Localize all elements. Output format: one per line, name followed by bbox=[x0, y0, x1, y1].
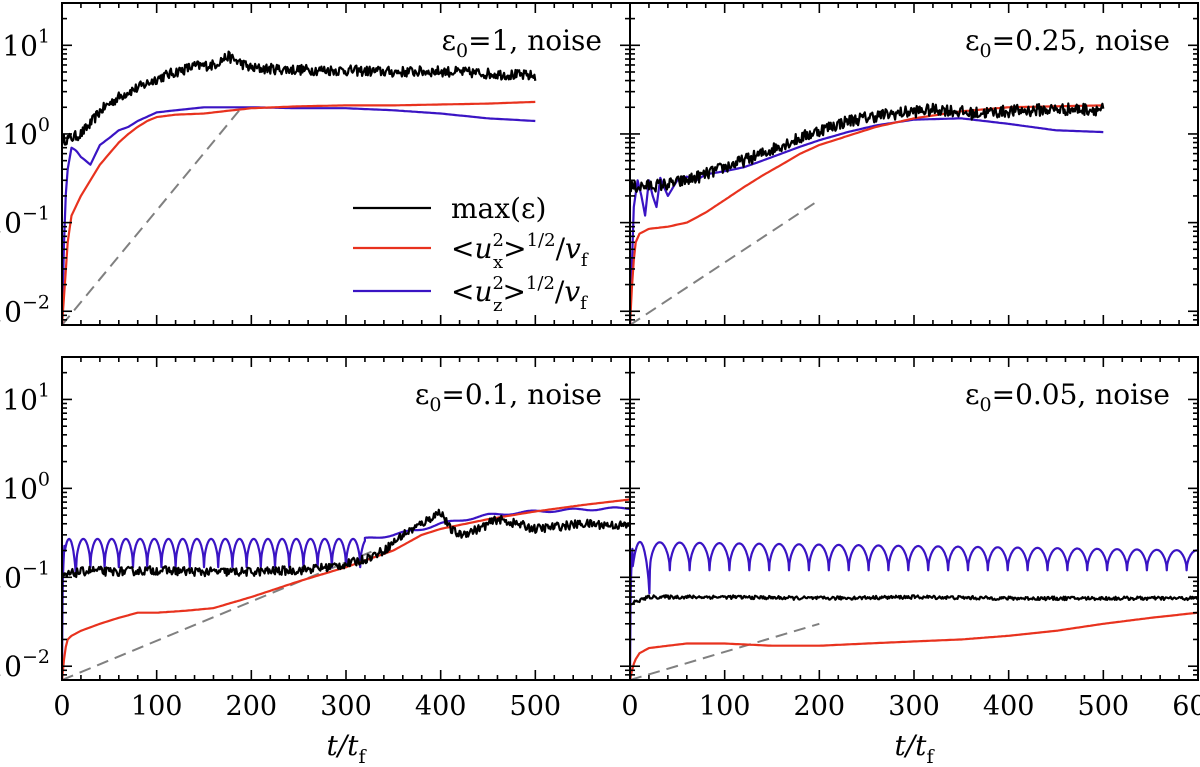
legend-entry-uz: <u2 z>1/2/vf bbox=[353, 273, 588, 316]
y-tick-label: 10−2 bbox=[0, 291, 50, 328]
x-tick-label: 400 bbox=[415, 691, 467, 722]
x-axis-title: t/tf bbox=[327, 729, 368, 767]
y-tick-label: 100 bbox=[2, 468, 50, 505]
legend: max(ε) <u2 x>1/2/vf<u2 z>1/2/vf bbox=[353, 192, 589, 316]
x-tick-label: 600 bbox=[1172, 691, 1200, 722]
series-uz-line bbox=[630, 117, 1104, 325]
x-tick-label: 500 bbox=[1078, 691, 1130, 722]
series-max-eps-line bbox=[62, 50, 537, 146]
panel-eps025: ε0=0.25, noise bbox=[629, 2, 1199, 326]
panel-label: ε0=0.1, noise bbox=[415, 378, 602, 416]
legend-label: <u2 z>1/2/vf bbox=[451, 273, 588, 316]
x-tick-label: 100 bbox=[131, 691, 183, 722]
x-tick-label: 400 bbox=[983, 691, 1035, 722]
series-ux-line bbox=[630, 611, 1198, 680]
legend-label: <u2 x>1/2/vf bbox=[451, 230, 589, 273]
plot-area bbox=[630, 102, 1105, 325]
panels-group: 10−2 10−1 100 101 ε0=1, noise ε0=0.25, noise 0… bbox=[0, 2, 1200, 722]
x-tick-label: 0 bbox=[621, 691, 638, 722]
x-axis-labels: t/tf t/tf bbox=[327, 729, 936, 767]
y-tick-label: 101 bbox=[2, 379, 50, 416]
y-tick-label: 101 bbox=[2, 25, 50, 62]
series-ux-line bbox=[62, 100, 536, 325]
x-tick-label: 100 bbox=[699, 691, 751, 722]
x-tick-label: 300 bbox=[320, 691, 372, 722]
panel-label: ε0=0.05, noise bbox=[965, 378, 1170, 416]
x-axis-title: t/tf bbox=[895, 729, 936, 767]
series-ux-line bbox=[62, 498, 630, 680]
x-tick-label: 0 bbox=[53, 691, 70, 722]
series-max-eps-line bbox=[630, 594, 1198, 606]
legend-label: max(ε) bbox=[451, 192, 546, 225]
x-tick-label: 200 bbox=[794, 691, 846, 722]
series-max-eps-line bbox=[630, 102, 1105, 193]
series-ux-line bbox=[630, 104, 1104, 325]
x-tick-label: 300 bbox=[888, 691, 940, 722]
dashed-reference-line bbox=[630, 622, 820, 680]
plot-area bbox=[62, 50, 537, 325]
legend-entry-ux: <u2 x>1/2/vf bbox=[353, 230, 589, 273]
series-uz-line bbox=[62, 106, 536, 325]
series-uz-line bbox=[630, 540, 1198, 680]
y-tick-label: 10−1 bbox=[0, 203, 50, 240]
plot-area bbox=[630, 540, 1198, 680]
dashed-reference-line bbox=[630, 199, 820, 325]
panel-eps005: 0 100 200 300 400 500 600 ε0=0.05, noise bbox=[621, 356, 1200, 722]
x-tick-label: 200 bbox=[226, 691, 278, 722]
x-tick-label: 500 bbox=[510, 691, 562, 722]
panel-eps01: 0 100 200 300 400 500 10−2 10−1 100 101 ε0=0.1, no… bbox=[0, 356, 631, 722]
panel-label: ε0=0.25, noise bbox=[965, 24, 1170, 62]
series-max-eps-line bbox=[62, 508, 630, 579]
y-tick-label: 10−2 bbox=[0, 646, 50, 683]
y-tick-label: 100 bbox=[2, 114, 50, 151]
series-uz-line bbox=[62, 506, 630, 680]
plot-area bbox=[62, 498, 630, 680]
dashed-reference-line bbox=[62, 106, 243, 325]
panel-label: ε0=1, noise bbox=[442, 24, 602, 62]
y-tick-label: 10−1 bbox=[0, 557, 50, 594]
panel-eps1: 10−2 10−1 100 101 ε0=1, noise bbox=[0, 2, 631, 328]
legend-entry-max-eps: max(ε) bbox=[353, 192, 546, 225]
